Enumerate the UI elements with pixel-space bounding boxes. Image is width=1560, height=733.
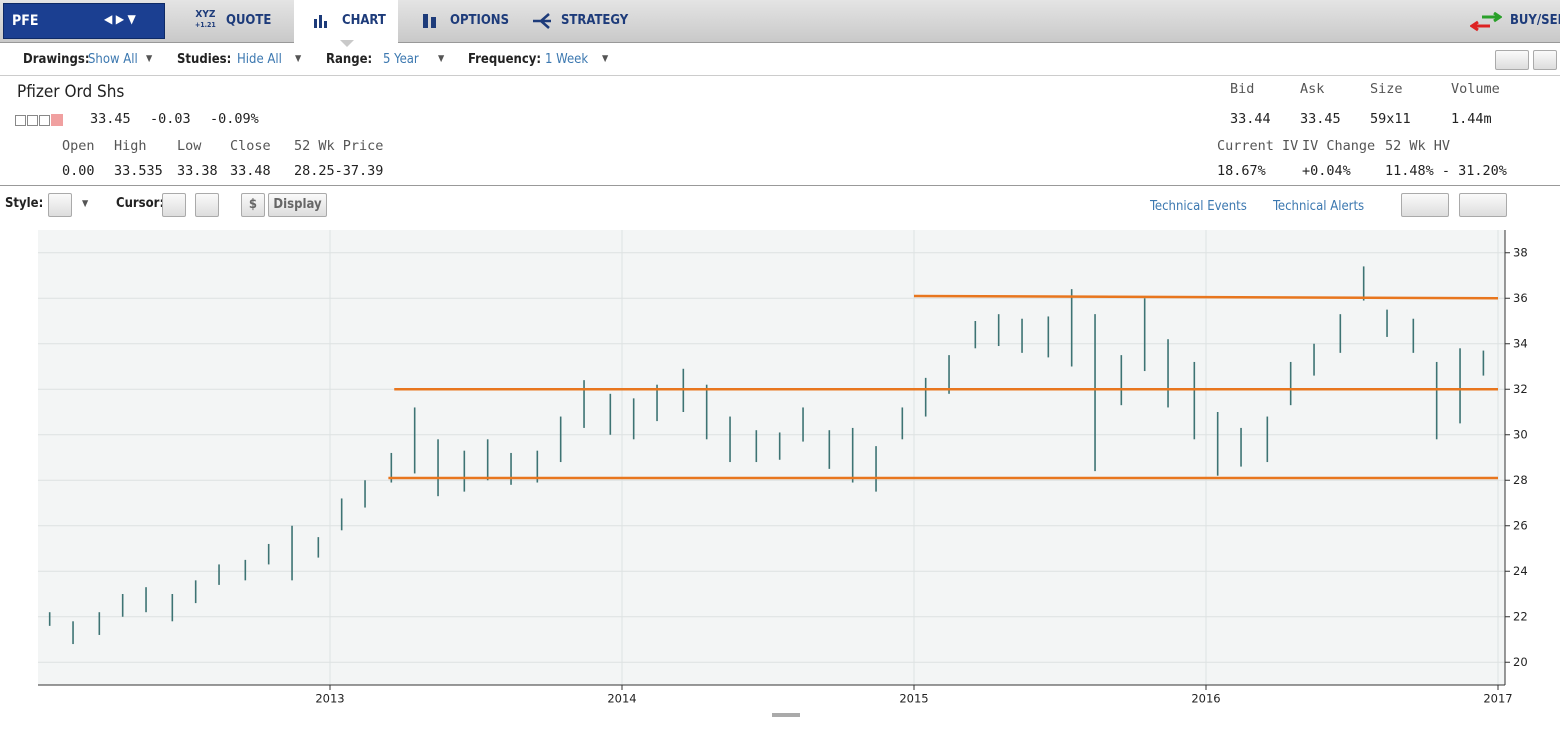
dropdown[interactable]: ▼ — [146, 54, 153, 64]
technical-alerts[interactable]: Technical Alerts — [1273, 199, 1365, 214]
control-label: Style: — [5, 196, 44, 211]
y-tick-label: 24 — [1513, 564, 1528, 578]
quote-icon-label: XYZ — [195, 9, 216, 20]
field-label: Current IV — [1217, 138, 1299, 154]
zoom-button[interactable] — [1401, 193, 1449, 217]
x-tick-label: 2017 — [1483, 692, 1512, 706]
field-value: 11.48% - 31.20% — [1385, 163, 1507, 179]
toolbar-label: Drawings: — [23, 52, 90, 67]
cursor-pointer-button[interactable] — [195, 193, 219, 217]
field-label: Ask — [1300, 81, 1325, 97]
toolbar-value[interactable]: Show All — [88, 52, 138, 67]
toolbar-label: Studies: — [177, 52, 232, 67]
y-tick-label: 28 — [1513, 473, 1528, 487]
field-label: Open — [62, 138, 95, 154]
field-value: 1.44m — [1451, 111, 1492, 127]
toolbar: Drawings: Show All Studies: Hide All Ran… — [0, 44, 1560, 76]
toolbar-value[interactable]: 1 Week — [545, 52, 589, 67]
chart-controls: Style: ▼ Cursor: $ Display Technical Eve… — [0, 187, 1560, 223]
chart-icon — [314, 15, 327, 28]
y-tick-label: 22 — [1513, 609, 1528, 623]
dropdown[interactable]: ▼ — [438, 54, 445, 64]
buy-sell-icon — [1470, 12, 1502, 32]
arrows[interactable]: ◀ ▶ ▼ — [104, 12, 136, 26]
field-label: IV Change — [1302, 138, 1376, 154]
plot-background — [38, 230, 1505, 685]
change-pct: -0.09% — [210, 111, 259, 127]
x-tick-label: 2015 — [899, 692, 928, 706]
tab[interactable]: CHART — [342, 13, 386, 28]
dropdown[interactable]: ▼ — [602, 54, 609, 64]
field-value: 33.38 — [177, 163, 218, 179]
x-tick-label: 2016 — [1191, 692, 1220, 706]
active-tab-bg — [294, 0, 398, 43]
tab[interactable]: OPTIONS — [450, 13, 509, 28]
symbol-box[interactable]: PFE ◀ ▶ ▼ — [3, 3, 165, 39]
field-label: Low — [177, 138, 202, 154]
toolbar-label: Range: — [326, 52, 373, 67]
field-label: Close — [230, 138, 271, 154]
dollar-button[interactable]: $ — [241, 193, 265, 217]
help-button[interactable] — [1533, 50, 1557, 70]
field-label: High — [114, 138, 147, 154]
style-button[interactable] — [48, 193, 72, 217]
field-value: 0.00 — [62, 163, 95, 179]
field-value: 33.535 — [114, 163, 163, 179]
x-tick-label: 2014 — [607, 692, 636, 706]
y-tick-label: 38 — [1513, 245, 1528, 259]
field-value: 18.67% — [1217, 163, 1266, 179]
y-tick-label: 20 — [1513, 655, 1528, 669]
icons[interactable] — [15, 114, 63, 127]
chart: 20 22 24 26 28 30 32 34 36 38 2013 2014 2015 2016 2017 — [38, 230, 1528, 717]
resize-handle[interactable] — [772, 713, 800, 717]
toolbar-value[interactable]: 5 Year — [383, 52, 419, 67]
field-value: 33.44 — [1230, 111, 1271, 127]
dropdown[interactable]: ▼ — [82, 199, 89, 209]
quote-icon: XYZ +1.21 — [195, 10, 216, 30]
field-label: 52 Wk Price — [294, 138, 384, 154]
field-value: 59x11 — [1370, 111, 1411, 127]
company-name: Pfizer Ord Shs — [17, 82, 125, 102]
cursor-line-button[interactable] — [162, 193, 186, 217]
tab[interactable]: STRATEGY — [561, 13, 629, 28]
field-value: 33.45 — [1300, 111, 1341, 127]
options-icon — [423, 14, 436, 28]
field-value: +0.04% — [1302, 163, 1351, 179]
tab[interactable]: QUOTE — [226, 13, 272, 28]
field-label: Size — [1370, 81, 1403, 97]
toolbar-label: Frequency: — [468, 52, 542, 67]
y-tick-label: 30 — [1513, 427, 1528, 441]
strategy-icon — [533, 13, 551, 29]
toolbar-value[interactable]: Hide All — [237, 52, 282, 67]
control-label: Cursor: — [116, 196, 165, 211]
field-label: 52 Wk HV — [1385, 138, 1451, 154]
y-tick-label: 36 — [1513, 291, 1528, 305]
field-value: 28.25-37.39 — [294, 163, 384, 179]
quote-icon-change: +1.21 — [195, 21, 216, 29]
x-tick-label: 2013 — [315, 692, 344, 706]
field-label: Bid — [1230, 81, 1255, 97]
display-button[interactable]: Display — [268, 193, 327, 217]
field-label: Volume — [1451, 81, 1500, 97]
field-value: 33.48 — [230, 163, 271, 179]
last: 33.45 — [90, 111, 131, 127]
quote-panel: Pfizer Ord Shs 33.45 -0.03 -0.09% Open 0.… — [0, 77, 1560, 186]
popout-button[interactable] — [1495, 50, 1529, 70]
technical-events[interactable]: Technical Events — [1150, 199, 1247, 214]
tab-pointer — [340, 40, 354, 47]
dropdown[interactable]: ▼ — [295, 54, 302, 64]
y-tick-label: 32 — [1513, 382, 1528, 396]
level-line — [913, 294, 1499, 300]
nav-bar: PFE ◀ ▶ ▼ XYZ +1.21 QUOTE CHART OPTIONS S… — [0, 0, 1560, 43]
y-tick-label: 34 — [1513, 336, 1528, 350]
buy-sell[interactable]: BUY/SELL — [1510, 13, 1560, 28]
y-tick-label: 26 — [1513, 518, 1528, 532]
change: -0.03 — [150, 111, 191, 127]
reset-button[interactable] — [1459, 193, 1507, 217]
symbol: PFE — [12, 13, 39, 29]
